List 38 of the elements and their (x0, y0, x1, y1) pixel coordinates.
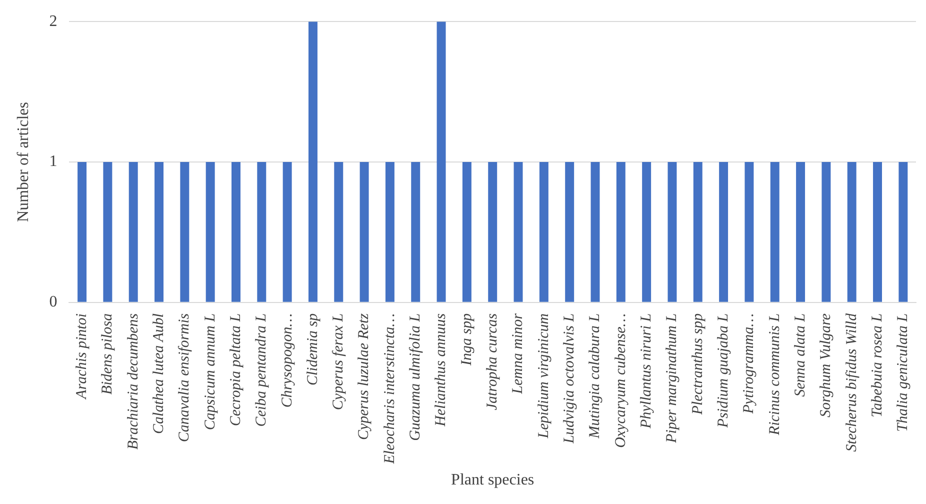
x-tick-label: Canavalia ensiformis (176, 313, 193, 442)
x-tick-label: Jatropha curcas (484, 313, 501, 410)
x-tick-label: Cyperus ferax L (330, 313, 347, 410)
x-tick-label: Senna alata L (792, 313, 808, 397)
y-tick-label: 1 (49, 153, 58, 170)
x-tick-label: Tabebuia rosea L (869, 313, 886, 418)
x-tick-label: Eleocharis interstincta… (382, 313, 398, 465)
x-tick-label: Guazuma ulmifolia L (408, 313, 424, 441)
x-tick-label: Cecropia peltata L (228, 313, 244, 426)
x-tick-label: Chrysopogon… (279, 313, 296, 408)
x-tick-label: Bidens pilosa (100, 313, 116, 395)
x-tick-label: Oxycaryum cubense… (612, 313, 629, 448)
x-tick-label: Mutingia calabura L (587, 313, 604, 440)
x-tick-label: Plectranthus spp (690, 312, 706, 416)
x-tick-label: Capsicum annum L (202, 313, 218, 430)
y-tick-label: 0 (49, 294, 58, 311)
x-tick-label: Psidium guajaba L (715, 313, 732, 429)
x-tick-label: Helianthus annuus (433, 313, 450, 428)
x-axis-title: Plant species (451, 472, 534, 489)
x-tick-label: Stecherus bifidus Willd (844, 312, 860, 452)
x-tick-label: Sorghum Vulgare (818, 313, 834, 418)
x-tick-label: Piper marginathum L (664, 313, 680, 444)
y-tick-label: 2 (49, 12, 58, 30)
x-tick-label: Cyperus luzulae Retz (356, 313, 372, 440)
x-tick-label: Arachis pintoi (74, 313, 90, 400)
x-tick-label: Lepidium virginicum (536, 313, 552, 440)
x-tick-label: Phyllantus niruri L (638, 313, 654, 430)
x-tick-label: Thalia geniculata L (895, 313, 912, 432)
x-tick-label: Lemna minor (510, 313, 526, 395)
x-tick-label: Ludvigia octovalvis L (562, 313, 578, 444)
x-tick-label: Ceiba pentandra L (254, 313, 270, 427)
x-tick-label: Inga spp (458, 312, 475, 366)
x-tick-label: Pytirogramma… (741, 313, 758, 415)
x-tick-label: Calathea lutea Aubl (150, 313, 167, 434)
x-tick-label: Clidemia sp (304, 312, 321, 386)
y-axis-title: Number of articles (14, 102, 32, 222)
x-tick-label: Brachiaria decumbens (125, 313, 142, 450)
x-tick-label: Ricinus communis L (766, 313, 783, 436)
